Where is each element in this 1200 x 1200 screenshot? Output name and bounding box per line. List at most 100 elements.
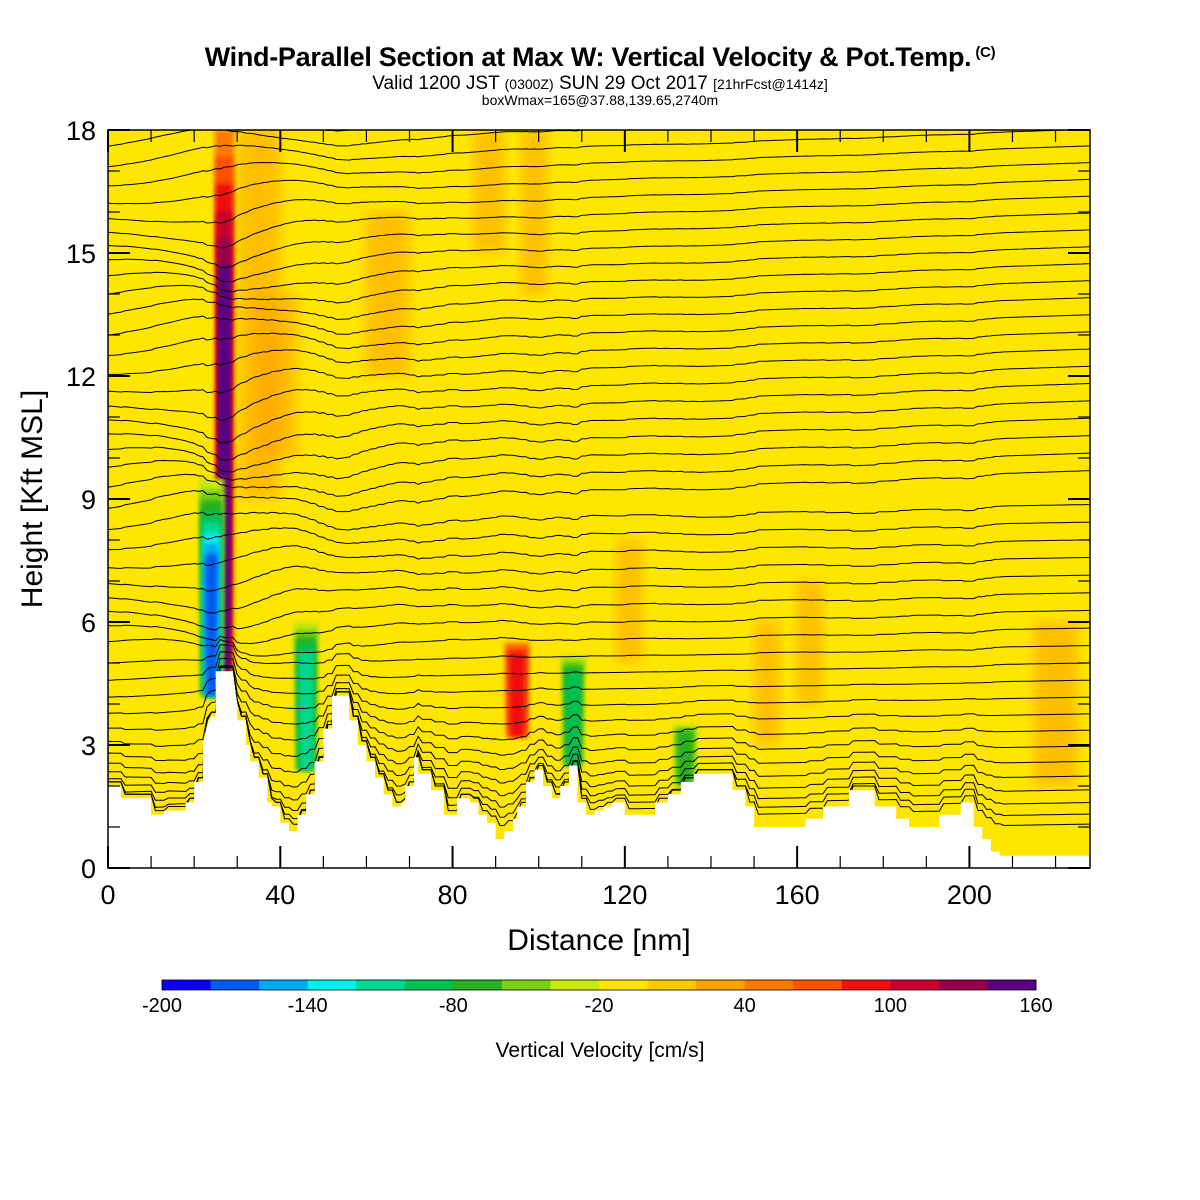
isentrope-27: [108, 365, 1090, 421]
isentrope-7: [108, 666, 1090, 747]
colorbar-tick-label-4: 40: [734, 995, 756, 1017]
isentrope-39: [108, 162, 1090, 205]
colorbar-swatch-10: [647, 980, 697, 990]
colorbar-tick-label-1: -140: [288, 995, 328, 1017]
isentrope-23: [108, 435, 1090, 481]
colorbar-tick-label-3: -20: [585, 995, 614, 1017]
isentrope-26: [108, 383, 1090, 444]
colorbar-swatch-4: [356, 980, 406, 990]
colorbar-swatch-11: [696, 980, 745, 990]
isentrope-33: [108, 263, 1090, 304]
isentrope-22: [108, 452, 1090, 497]
y-tick-label-6: 18: [66, 116, 96, 146]
colorbar-swatch-6: [453, 980, 503, 990]
isentrope-11: [108, 651, 1090, 681]
isentrope-18: [108, 539, 1090, 569]
feature-downdraft-2-level-4: [298, 651, 314, 770]
colorbar-swatch-3: [307, 980, 357, 990]
isentrope-6: [108, 666, 1090, 762]
positive-band-3: [521, 130, 548, 294]
isentrope-32: [108, 280, 1090, 320]
isentrope-38: [108, 178, 1090, 224]
isentrope-15: [108, 592, 1090, 631]
isentrope-8: [108, 666, 1090, 731]
x-tick-label-2: 80: [438, 880, 468, 910]
colorbar-swatch-13: [793, 980, 843, 990]
positive-band-4: [616, 540, 643, 663]
isentrope-30: [108, 314, 1090, 356]
isentrope-9: [108, 665, 1090, 715]
y-tick-label-0: 0: [81, 854, 96, 884]
x-tick-label-1: 40: [265, 880, 295, 910]
colorbar-swatch-17: [987, 980, 1037, 990]
colorbar-tick-label-2: -80: [439, 995, 468, 1017]
colorbar-swatch-7: [501, 980, 551, 990]
isentrope-20: [108, 504, 1090, 531]
isentrope-4: [108, 666, 1090, 788]
isentrope-19: [108, 521, 1090, 551]
isentrope-44: [108, 79, 1090, 116]
isentrope-2: [108, 666, 1090, 812]
isentrope-10: [108, 657, 1090, 698]
chart-title-text: Wind-Parallel Section at Max W: Vertical…: [204, 42, 972, 72]
isentrope-5: [108, 666, 1090, 774]
isentrope-13: [108, 627, 1090, 657]
x-tick-label-4: 160: [775, 880, 820, 910]
colorbar-title: Vertical Velocity [cm/s]: [496, 1039, 705, 1062]
x-tick-label-0: 0: [100, 880, 115, 910]
isentrope-lines: [108, 63, 1090, 827]
colorbar-swatch-15: [890, 980, 940, 990]
colorbar-swatch-8: [550, 980, 600, 990]
x-axis: 0 40 80 120 160 200: [100, 130, 1057, 910]
isentrope-42: [108, 130, 589, 147]
positive-band-8: [366, 212, 410, 376]
isentrope-16: [108, 574, 1090, 614]
isentrope-14: [108, 610, 1090, 645]
x-tick-label-3: 120: [602, 880, 647, 910]
isentrope-40: [108, 145, 1090, 187]
chart-title: Wind-Parallel Section at Max W: Vertical…: [0, 42, 1200, 73]
colorbar-swatch-1: [210, 980, 260, 990]
x-tick-label-5: 200: [947, 880, 992, 910]
isentrope-21: [108, 470, 1090, 513]
valid-utc: (0300Z): [504, 76, 554, 92]
y-tick-label-2: 6: [81, 608, 96, 638]
y-axis-title: Height [Kft MSL]: [16, 390, 49, 608]
y-axis: 0 3 6 9 12 15 18: [66, 116, 1090, 884]
isentrope-1: [108, 666, 1090, 820]
isentrope-25: [108, 400, 1090, 461]
isentrope-17: [108, 557, 1090, 592]
isentrope-37: [108, 195, 1090, 249]
x-axis-title: Distance [nm]: [507, 924, 690, 957]
isentrope-24: [108, 417, 1090, 473]
isentrope-36: [108, 212, 1090, 269]
isentrope-3: [108, 666, 1090, 801]
isentrope-45: [108, 63, 1090, 108]
colorbar-tick-label-5: 100: [874, 995, 907, 1017]
colorbar-swatch-16: [938, 980, 988, 990]
colorbar-swatch-5: [404, 980, 454, 990]
y-tick-label-5: 15: [66, 239, 96, 269]
positive-band-5: [754, 622, 780, 745]
y-tick-label-1: 3: [81, 731, 96, 761]
positive-band-1: [254, 294, 298, 458]
colorbar-swatch-9: [599, 980, 648, 990]
valid-time: Valid 1200 JST: [372, 73, 500, 94]
feature-downdraft-4-level-3: [565, 671, 581, 766]
forecast-info: [21hrFcst@1414z]: [713, 76, 828, 92]
positive-band-7: [1034, 622, 1078, 786]
isentrope-34: [108, 246, 1090, 293]
terrain-mask: [108, 671, 1090, 868]
isentrope-31: [108, 297, 1090, 336]
colorbar-swatch-14: [841, 980, 891, 990]
velocity-shading: [198, 130, 1078, 786]
colorbar: -200 -140 -80 -20 40 100 160: [142, 979, 1053, 1017]
colorbar-tick-label-0: -200: [142, 995, 182, 1017]
y-tick-label-3: 9: [81, 485, 96, 515]
valid-date: SUN 29 Oct 2017: [558, 73, 708, 94]
isentrope-28: [108, 348, 1090, 394]
copyright-mark: (C): [975, 44, 996, 61]
box-wmax-note: boxWmax=165@37.88,139.65,2740m: [481, 92, 719, 108]
isentrope-29: [108, 331, 1090, 375]
